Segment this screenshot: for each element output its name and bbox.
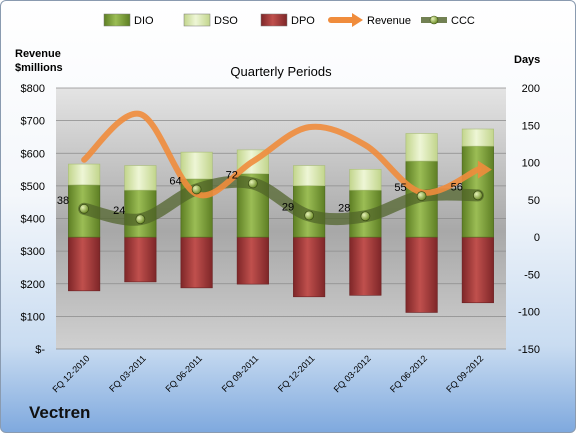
ccc-point bbox=[360, 211, 371, 222]
bar-dso bbox=[124, 165, 157, 191]
bar-dpo bbox=[68, 236, 101, 292]
data-labels: 38 24 64 72 29 28 55 56 bbox=[57, 169, 463, 217]
x-axis-ticks: FQ 12-2010 FQ 03-2011 FQ 06-2011 FQ 09-2011… bbox=[51, 353, 486, 394]
right-axis-ticks: -150 -100 -50 0 50 100 150 200 bbox=[518, 83, 540, 356]
x-tick-label: FQ 12-2011 bbox=[276, 353, 317, 394]
bar-dpo bbox=[236, 236, 269, 285]
ccc-data-label: 72 bbox=[226, 169, 238, 181]
revenue-arrowhead bbox=[477, 160, 492, 179]
bar-dpo bbox=[124, 236, 157, 283]
x-tick-label: FQ 12-2010 bbox=[51, 353, 92, 394]
bar-dso bbox=[405, 133, 438, 162]
right-axis-label: Days bbox=[514, 54, 540, 66]
right-tick-label: -100 bbox=[518, 307, 540, 319]
ccc-point bbox=[191, 184, 202, 195]
left-tick-label: $700 bbox=[21, 116, 45, 128]
left-tick-label: $800 bbox=[21, 83, 45, 95]
right-tick-label: 0 bbox=[534, 232, 540, 244]
ccc-data-label: 24 bbox=[113, 205, 125, 217]
left-axis-label-line2: $millions bbox=[15, 62, 63, 74]
bar-dpo bbox=[293, 236, 326, 298]
left-axis-ticks: $- $100 $200 $300 $400 $500 $600 $700 $800 bbox=[21, 83, 46, 356]
x-tick-label: FQ 06-2012 bbox=[388, 353, 429, 394]
bar-dso bbox=[293, 165, 326, 186]
left-tick-label: $600 bbox=[21, 148, 45, 160]
right-tick-label: -50 bbox=[524, 269, 540, 281]
x-tick-label: FQ 03-2012 bbox=[332, 353, 373, 394]
left-tick-label: $- bbox=[35, 344, 45, 356]
left-tick-label: $100 bbox=[21, 311, 45, 323]
revenue-line bbox=[81, 110, 481, 199]
legend-arrow-revenue bbox=[352, 13, 363, 27]
ccc-data-label: 29 bbox=[282, 202, 294, 214]
ccc-data-label: 38 bbox=[57, 195, 69, 207]
ccc-point bbox=[247, 178, 258, 189]
ccc-point bbox=[472, 190, 483, 201]
ccc-line bbox=[78, 175, 484, 226]
legend-label-ccc: CCC bbox=[451, 15, 475, 27]
legend-marker-ccc bbox=[429, 15, 439, 25]
legend-label-revenue: Revenue bbox=[367, 15, 411, 27]
bar-dso bbox=[68, 163, 101, 186]
chart-title: Quarterly Periods bbox=[230, 64, 332, 79]
left-tick-label: $300 bbox=[21, 246, 45, 258]
right-tick-label: 50 bbox=[528, 195, 540, 207]
legend-swatch-dpo bbox=[260, 13, 288, 27]
ccc-data-label: 28 bbox=[338, 202, 350, 214]
right-tick-label: 200 bbox=[522, 83, 540, 95]
left-tick-label: $500 bbox=[21, 181, 45, 193]
right-tick-label: 150 bbox=[522, 120, 540, 132]
legend: DIO DSO DPO Revenue CCC bbox=[103, 13, 475, 27]
x-tick-label: FQ 03-2011 bbox=[107, 353, 148, 394]
legend-label-dio: DIO bbox=[134, 15, 154, 27]
ccc-point bbox=[79, 203, 90, 214]
right-tick-label: 100 bbox=[522, 158, 540, 170]
right-tick-label: -150 bbox=[518, 344, 540, 356]
ccc-point bbox=[304, 210, 315, 221]
legend-swatch-dso bbox=[183, 13, 211, 27]
legend-swatch-dio bbox=[103, 13, 131, 27]
lines bbox=[78, 110, 492, 226]
left-tick-label: $200 bbox=[21, 279, 45, 291]
legend-label-dpo: DPO bbox=[291, 15, 315, 27]
x-tick-label: FQ 09-2012 bbox=[444, 353, 485, 394]
bar-dso bbox=[349, 168, 382, 191]
ccc-point bbox=[416, 191, 427, 202]
left-tick-label: $400 bbox=[21, 214, 45, 226]
ccc-point bbox=[135, 214, 146, 225]
x-tick-label: FQ 09-2011 bbox=[220, 353, 261, 394]
legend-label-dso: DSO bbox=[214, 15, 238, 27]
company-name: Vectren bbox=[29, 403, 91, 422]
bar-dpo bbox=[461, 236, 494, 304]
ccc-data-label: 56 bbox=[451, 181, 463, 193]
x-tick-label: FQ 06-2011 bbox=[163, 353, 204, 394]
ccc-data-label: 64 bbox=[169, 175, 181, 187]
bar-dso bbox=[461, 128, 494, 147]
bar-dpo bbox=[405, 236, 438, 313]
bar-dpo bbox=[349, 236, 382, 296]
bar-dso bbox=[180, 151, 213, 180]
ccc-data-label: 55 bbox=[394, 182, 406, 194]
left-axis-label-line1: Revenue bbox=[15, 48, 61, 60]
bar-dpo bbox=[180, 236, 213, 289]
